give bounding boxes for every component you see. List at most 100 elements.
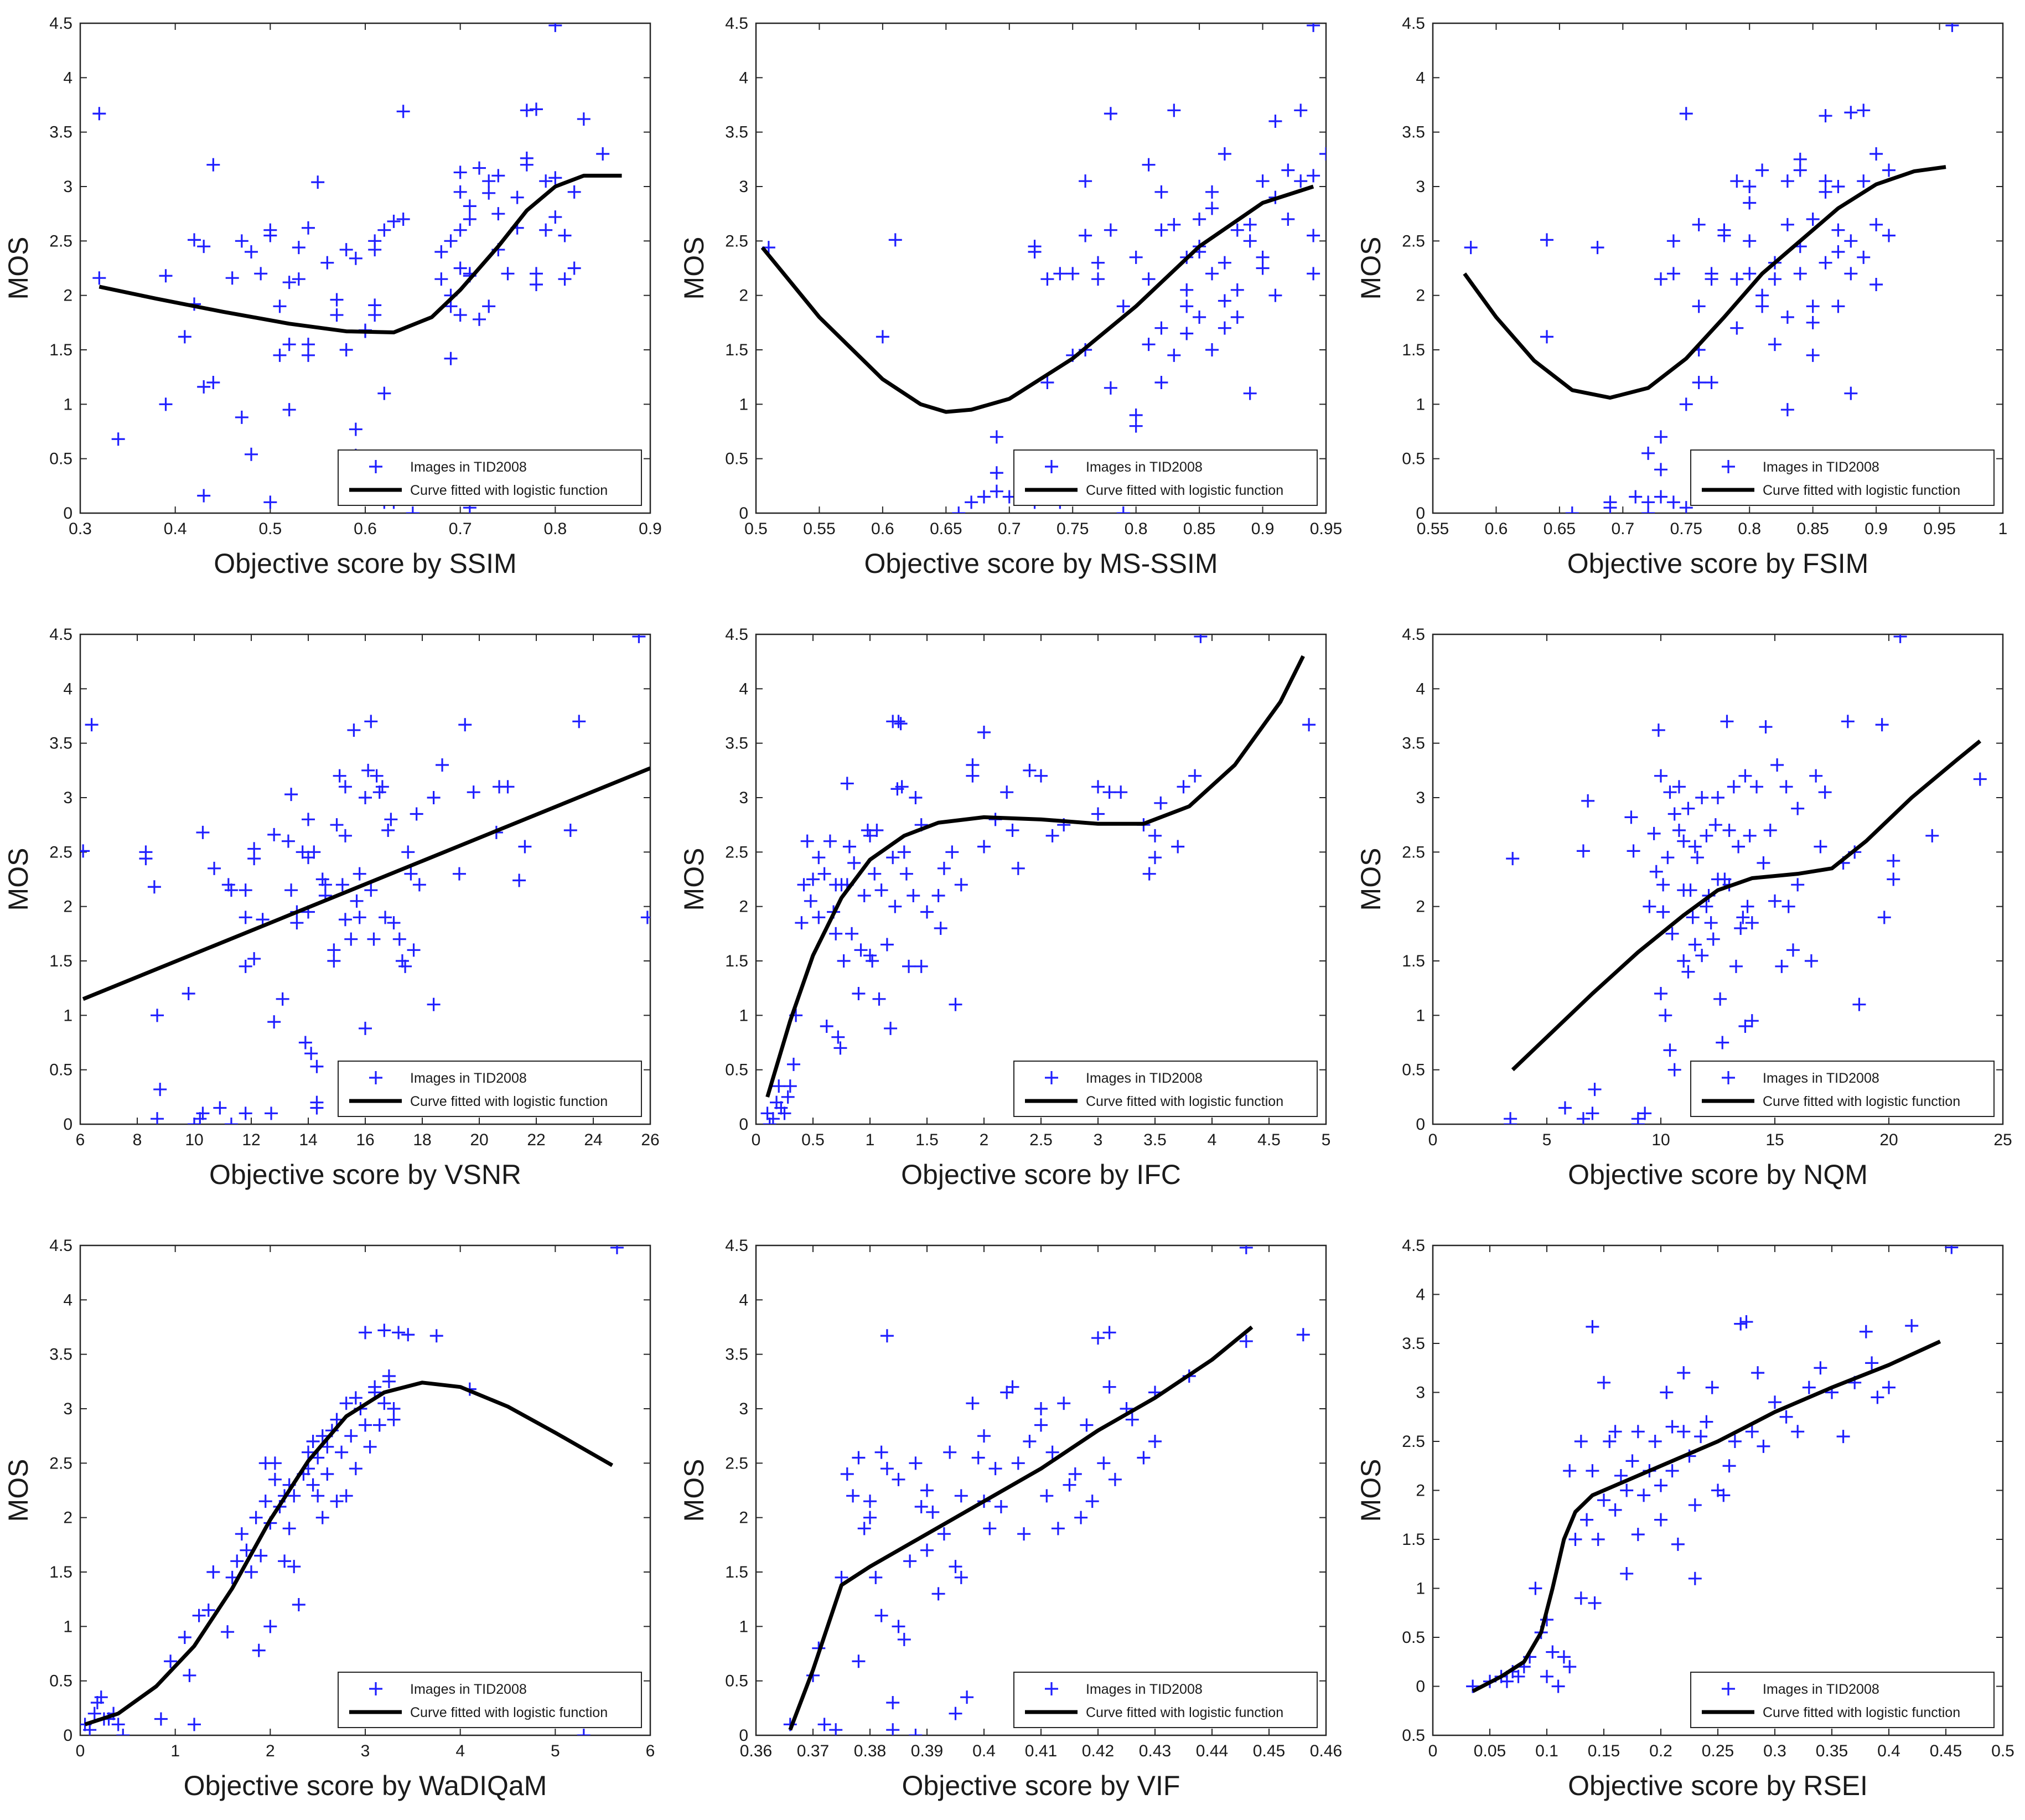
- data-point: [268, 1456, 282, 1470]
- x-axis-label: Objective score by FSIM: [1567, 548, 1869, 579]
- y-tick-label: 4: [63, 1291, 72, 1309]
- data-point: [1218, 294, 1231, 308]
- data-point: [1167, 218, 1181, 231]
- x-axis-label: Objective score by NQM: [1568, 1159, 1868, 1190]
- x-tick-label: 0: [1428, 1742, 1438, 1760]
- data-point: [812, 911, 826, 924]
- data-point: [1666, 495, 1680, 509]
- data-point: [263, 495, 277, 509]
- data-point: [874, 1445, 888, 1459]
- x-tick-label: 0.6: [354, 520, 377, 538]
- data-point: [1281, 163, 1295, 177]
- data-point: [302, 348, 315, 362]
- data-point: [1925, 829, 1939, 842]
- data-point: [344, 932, 358, 946]
- data-point: [1588, 1083, 1602, 1097]
- data-point: [370, 769, 384, 783]
- data-point: [852, 1654, 866, 1668]
- data-point: [1142, 158, 1156, 172]
- data-point: [1945, 1245, 1959, 1254]
- data-layer: [1466, 1245, 1959, 1693]
- data-point: [1871, 1390, 1884, 1404]
- data-point: [952, 506, 966, 513]
- legend-box: [338, 1061, 642, 1117]
- data-point: [1882, 229, 1895, 242]
- data-point: [1688, 840, 1702, 854]
- data-point: [1511, 1669, 1525, 1683]
- data-point: [281, 834, 295, 848]
- data-point: [206, 158, 220, 172]
- data-point: [1791, 1425, 1805, 1439]
- data-point: [501, 780, 515, 794]
- data-point: [1011, 1456, 1025, 1470]
- data-point: [225, 271, 239, 285]
- data-point: [1844, 267, 1858, 281]
- data-point: [1780, 174, 1794, 188]
- legend-box: [1013, 1672, 1318, 1728]
- data-point: [1017, 1527, 1031, 1541]
- legend-marker-icon: [369, 1071, 382, 1084]
- data-point: [518, 840, 532, 854]
- x-tick-label: 0.8: [1738, 520, 1761, 538]
- data-point: [1000, 785, 1014, 799]
- data-point: [888, 233, 902, 247]
- data-point: [1739, 1315, 1753, 1329]
- data-point: [1116, 506, 1130, 513]
- data-point: [245, 1565, 258, 1579]
- data-point: [1154, 185, 1168, 199]
- data-point: [1506, 852, 1520, 866]
- y-tick-label: 2.5: [725, 232, 748, 250]
- data-point: [1023, 763, 1037, 777]
- data-point: [306, 1435, 320, 1448]
- chart-panel-6: 0 5 10 15 20 25 0 0.5 1 1.5 2 2.5 3 3.5 4 4.5 Objective …: [1355, 625, 2012, 1190]
- data-point: [1705, 376, 1718, 389]
- data-point: [298, 1036, 312, 1049]
- data-point: [434, 272, 448, 286]
- x-tick-label: 4: [455, 1742, 465, 1760]
- x-tick-label: 3.5: [1143, 1131, 1167, 1149]
- data-point: [909, 791, 923, 804]
- y-tick-label: 0: [739, 504, 748, 523]
- data-point: [377, 386, 391, 400]
- data-point: [837, 954, 851, 968]
- data-point: [1700, 1415, 1713, 1429]
- data-point: [840, 777, 854, 790]
- data-point: [829, 1723, 843, 1735]
- y-axis-label: MOS: [679, 1459, 709, 1522]
- data-point: [1695, 949, 1709, 963]
- data-point: [1779, 1410, 1793, 1424]
- x-tick-label: 0.6: [871, 520, 894, 538]
- data-point: [268, 1472, 282, 1486]
- data-point: [778, 1107, 791, 1120]
- data-point: [306, 1478, 320, 1492]
- data-point: [1011, 861, 1025, 875]
- data-point: [863, 1495, 877, 1508]
- data-point: [572, 715, 586, 728]
- data-point: [339, 1489, 353, 1503]
- y-tick-label: 4.5: [1402, 1237, 1425, 1255]
- x-tick-label: 0.4: [164, 520, 187, 538]
- data-point: [1700, 899, 1713, 913]
- data-point: [287, 1489, 301, 1503]
- data-point: [831, 1030, 845, 1044]
- data-point: [1649, 865, 1663, 878]
- data-point: [1887, 872, 1900, 886]
- data-point: [1852, 997, 1866, 1011]
- x-tick-label: 0.55: [803, 520, 835, 538]
- data-point: [276, 992, 289, 1006]
- data-point: [1307, 169, 1320, 183]
- data-point: [240, 1543, 253, 1557]
- data-point: [1588, 1596, 1602, 1610]
- data-point: [401, 1328, 415, 1342]
- data-point: [1540, 1669, 1553, 1683]
- data-point: [994, 1500, 1008, 1513]
- data-point: [1677, 1366, 1691, 1380]
- data-point: [404, 867, 418, 881]
- y-tick-label: 2.5: [49, 843, 72, 861]
- data-point: [1576, 1112, 1590, 1124]
- data-point: [330, 818, 344, 832]
- data-point: [154, 1712, 168, 1726]
- data-point: [845, 927, 859, 940]
- data-point: [1819, 256, 1832, 270]
- y-tick-label: 0.5: [1402, 1628, 1425, 1647]
